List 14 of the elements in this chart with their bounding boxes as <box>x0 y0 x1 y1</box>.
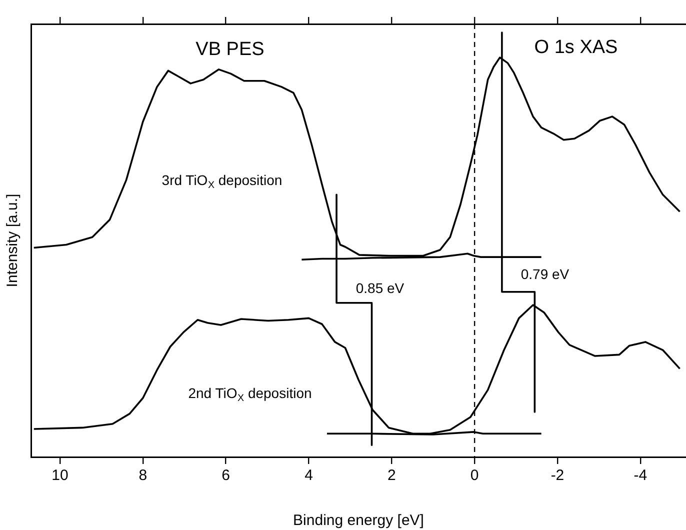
x-tick-label: 4 <box>304 467 313 484</box>
x-tick-label: 6 <box>222 467 230 484</box>
annotation: 0.79 eV <box>520 266 570 282</box>
x-tick-label: -2 <box>550 467 564 484</box>
x-tick-label: 10 <box>52 467 68 484</box>
y-axis-title: Intensity [a.u.] <box>4 194 22 288</box>
annotation: VB PES <box>196 39 264 60</box>
x-tick-label: 8 <box>138 467 148 484</box>
x-axis-title: Binding energy [eV] <box>293 512 424 530</box>
annotation: 0.85 eV <box>356 280 405 296</box>
x-tick-label: 2 <box>387 467 396 484</box>
x-tick-label: -4 <box>634 467 648 484</box>
annotation: O 1s XAS <box>534 37 618 58</box>
x-tick-label: 0 <box>470 467 479 484</box>
